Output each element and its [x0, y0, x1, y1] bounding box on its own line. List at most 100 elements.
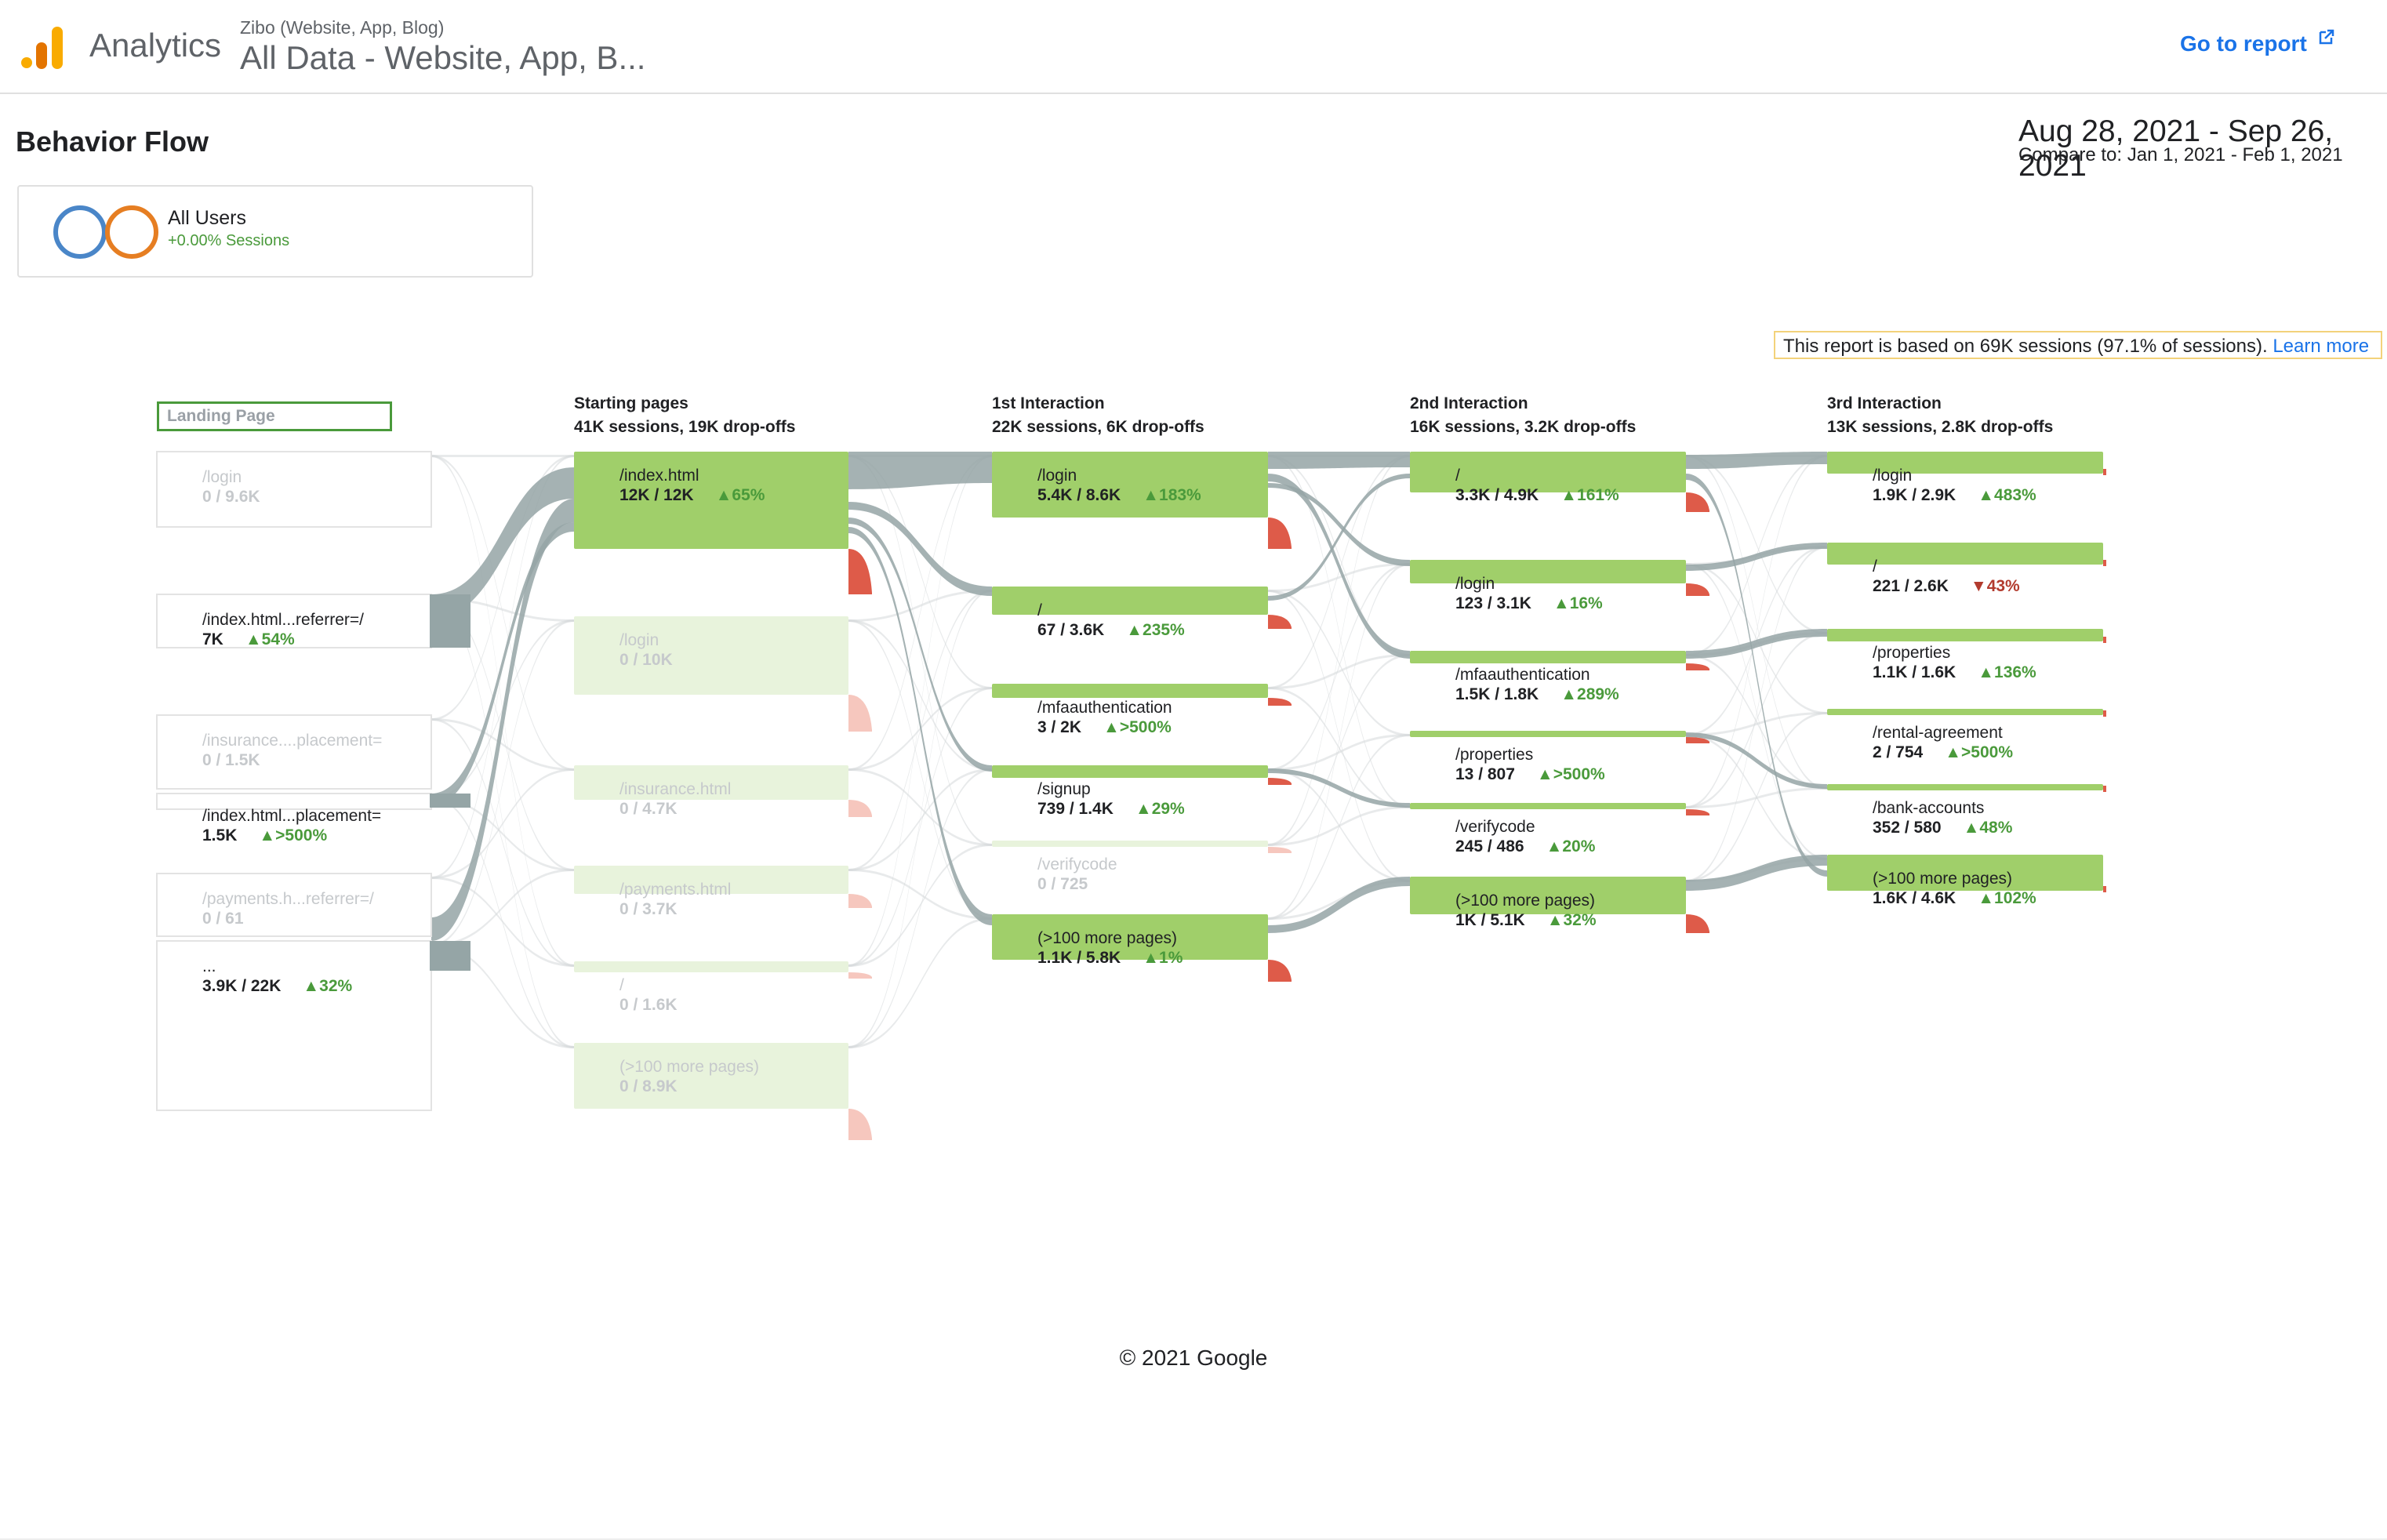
flow-node[interactable]: [1410, 731, 1686, 737]
flow-node[interactable]: [574, 961, 848, 972]
flow-node-label[interactable]: /login 0 / 10K: [619, 630, 673, 670]
flow-node-label[interactable]: / 0 / 1.6K: [619, 975, 678, 1015]
flow-node-label[interactable]: ... 3.9K / 22K ▲32%: [202, 957, 352, 996]
flow-node-label[interactable]: (>100 more pages) 0 / 8.9K: [619, 1057, 759, 1096]
flow-link: [1686, 452, 1827, 469]
flow-node[interactable]: [1827, 709, 2103, 715]
node-page-name: /verifycode: [1037, 855, 1117, 874]
flow-link-faint: [431, 877, 574, 967]
node-stats: 1.5K / 1.8K ▲289%: [1455, 685, 1619, 704]
flow-node-label[interactable]: /rental-agreement 2 / 754 ▲>500%: [1873, 723, 2013, 762]
flow-node[interactable]: [992, 765, 1268, 778]
flow-node-label[interactable]: /3.3K / 4.9K ▲161%: [1455, 466, 1619, 505]
flow-node-label[interactable]: /index.html...referrer=/7K ▲54%: [202, 610, 364, 649]
account-breadcrumb[interactable]: Zibo (Website, App, Blog): [240, 17, 445, 38]
flow-node-label[interactable]: (>100 more pages) 1K / 5.1K ▲32%: [1455, 891, 1597, 930]
node-change: ▲16%: [1553, 594, 1603, 612]
flow-node-label[interactable]: /payments.h...referrer=/ 0 / 61: [202, 889, 374, 928]
flow-node-label[interactable]: /login 0 / 9.6K: [202, 467, 260, 507]
flow-node-label[interactable]: /index.html...placement= 1.5K ▲>500%: [202, 806, 381, 845]
dropoff-marker[interactable]: [2103, 469, 2106, 475]
flow-node[interactable]: [574, 452, 848, 549]
landing-node[interactable]: [156, 940, 432, 1111]
flow-node[interactable]: [574, 866, 848, 894]
dropoff-marker: [1268, 518, 1292, 549]
flow-node-label[interactable]: /insurance.html 0 / 4.7K: [619, 779, 731, 819]
flow-node-label[interactable]: /properties 1.1K / 1.6K ▲136%: [1873, 643, 2036, 682]
flow-node[interactable]: [1410, 877, 1686, 914]
flow-node-label[interactable]: /login 5.4K / 8.6K ▲183%: [1037, 466, 1201, 505]
flow-node-label[interactable]: /bank-accounts 352 / 580 ▲48%: [1873, 798, 2012, 837]
external-link-icon[interactable]: [2318, 28, 2335, 45]
flow-node-label[interactable]: (>100 more pages) 1.6K / 4.6K ▲102%: [1873, 869, 2036, 908]
flow-node[interactable]: [1827, 543, 2103, 565]
flow-node[interactable]: [1827, 855, 2103, 891]
flow-link-faint: [431, 455, 574, 457]
flow-node[interactable]: [1410, 803, 1686, 809]
flow-node[interactable]: [992, 841, 1268, 847]
flow-node-label[interactable]: /verifycode 245 / 486 ▲20%: [1455, 817, 1595, 856]
flow-node[interactable]: [1410, 560, 1686, 583]
flow-node[interactable]: [1827, 629, 2103, 641]
dropoff-marker: [848, 800, 872, 817]
landing-node-bar[interactable]: [430, 794, 470, 808]
date-range-picker[interactable]: Aug 28, 2021 - Sep 26, 2021: [2018, 114, 2334, 183]
flow-node-label[interactable]: /signup 739 / 1.4K ▲29%: [1037, 779, 1185, 819]
flow-node[interactable]: [574, 616, 848, 695]
node-page-name: /rental-agreement: [1873, 724, 2003, 742]
landing-node[interactable]: [156, 451, 432, 528]
flow-node-label[interactable]: /login 1.9K / 2.9K ▲483%: [1873, 466, 2036, 505]
flow-node[interactable]: [992, 684, 1268, 698]
landing-node[interactable]: [156, 714, 432, 790]
dropoff-marker: [848, 972, 872, 979]
dropoff-marker[interactable]: [2103, 560, 2106, 566]
flow-node[interactable]: [1827, 784, 2103, 790]
compare-date-range[interactable]: Compare to: Jan 1, 2021 - Feb 1, 2021: [2018, 144, 2343, 165]
flow-node[interactable]: [574, 1043, 848, 1109]
node-sessions: 1.6K / 4.6K: [1873, 889, 1956, 907]
flow-node[interactable]: [1410, 651, 1686, 663]
view-selector[interactable]: All Data - Website, App, B...: [240, 39, 646, 76]
flow-link-faint: [848, 768, 992, 1048]
flow-link: [431, 467, 574, 618]
learn-more-link[interactable]: Learn more: [2273, 336, 2370, 357]
go-to-report-link[interactable]: Go to report: [2180, 31, 2307, 56]
landing-node-bar[interactable]: [430, 594, 470, 648]
flow-node-label[interactable]: /login 123 / 3.1K ▲16%: [1455, 574, 1603, 613]
dropoff-marker[interactable]: [2103, 786, 2106, 792]
flow-node-label[interactable]: /mfaauthentication 1.5K / 1.8K ▲289%: [1455, 665, 1619, 704]
flow-node-label[interactable]: (>100 more pages) 1.1K / 5.8K ▲1%: [1037, 928, 1183, 968]
flow-node-label[interactable]: /insurance....placement= 0 / 1.5K: [202, 731, 382, 770]
flow-link-faint: [1268, 455, 1410, 808]
flow-node[interactable]: [992, 914, 1268, 960]
node-stats: 3 / 2K ▲>500%: [1037, 717, 1172, 737]
flow-node[interactable]: [1827, 452, 2103, 474]
column-title: 3rd Interaction: [1827, 394, 1942, 412]
dropoff-marker: [1268, 615, 1292, 629]
flow-node-label[interactable]: /payments.html 0 / 3.7K: [619, 880, 731, 919]
flow-node[interactable]: [1410, 452, 1686, 492]
flow-node-label[interactable]: / 67 / 3.6K ▲235%: [1037, 601, 1185, 640]
sampling-text: This report is based on 69K sessions (97…: [1783, 336, 2268, 357]
dropoff-marker[interactable]: [2103, 637, 2106, 643]
node-stats: 245 / 486 ▲20%: [1455, 837, 1595, 856]
flow-node-label[interactable]: /index.html 12K / 12K ▲65%: [619, 466, 765, 505]
dropoff-marker: [848, 695, 872, 732]
node-page-name: /signup: [1037, 780, 1091, 798]
flow-node[interactable]: [574, 765, 848, 800]
node-page-name: /properties: [1455, 746, 1534, 764]
landing-page-dropdown[interactable]: Landing Page: [157, 401, 392, 431]
flow-node-label[interactable]: /mfaauthentication 3 / 2K ▲>500%: [1037, 698, 1172, 737]
flow-node-label[interactable]: /properties 13 / 807 ▲>500%: [1455, 745, 1605, 784]
flow-link-faint: [431, 797, 574, 871]
landing-node-bar[interactable]: [430, 941, 470, 971]
flow-node-label[interactable]: /221 / 2.6K ▼43%: [1873, 557, 2020, 596]
landing-node[interactable]: [156, 873, 432, 937]
flow-node[interactable]: [992, 587, 1268, 615]
flow-link: [1268, 452, 1410, 469]
flow-node[interactable]: [992, 452, 1268, 518]
dropoff-marker[interactable]: [2103, 710, 2106, 717]
node-sessions: 1.1K / 5.8K: [1037, 949, 1121, 967]
dropoff-marker[interactable]: [2103, 886, 2106, 892]
flow-node-label[interactable]: /verifycode 0 / 725: [1037, 855, 1117, 894]
